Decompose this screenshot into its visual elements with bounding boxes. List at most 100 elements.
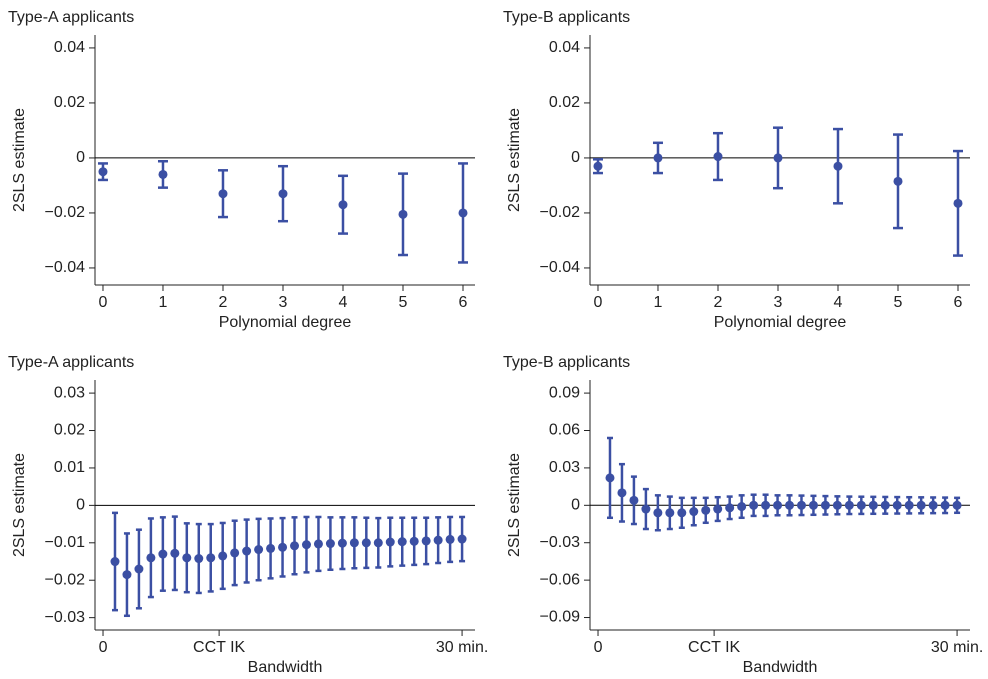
point [605, 473, 615, 483]
point [593, 161, 603, 171]
y-tick-label: −0.01 [45, 534, 86, 551]
y-tick-label: 0.02 [54, 422, 85, 439]
y-axis-label: 2SLS estimate [506, 453, 523, 557]
y-tick-label: 0.02 [549, 94, 580, 111]
point [952, 500, 962, 510]
point [373, 538, 383, 548]
point [290, 541, 300, 551]
x-tick-label: 0 [99, 639, 108, 656]
point [218, 551, 228, 561]
point [928, 500, 938, 510]
point [266, 543, 276, 553]
point [194, 554, 204, 564]
y-axis-label: 2SLS estimate [506, 108, 523, 212]
x-tick-label: CCT IK [688, 639, 740, 656]
y-tick-label: −0.02 [45, 571, 86, 588]
y-tick-label: 0.04 [54, 39, 85, 56]
panel-title: Type-A applicants [8, 9, 134, 26]
x-axis-label: Polynomial degree [714, 314, 847, 331]
point [146, 553, 156, 563]
point [653, 508, 663, 518]
point [713, 152, 723, 162]
point [134, 564, 144, 574]
y-tick-label: 0.06 [549, 422, 580, 439]
point [338, 200, 348, 210]
x-tick-label: 2 [219, 294, 228, 311]
y-tick-label: 0.03 [54, 384, 85, 401]
point [833, 161, 843, 171]
x-tick-label: 1 [654, 294, 663, 311]
y-tick-label: 0 [571, 149, 580, 166]
x-tick-label: 6 [954, 294, 963, 311]
point [749, 500, 759, 510]
x-tick-label: 1 [159, 294, 168, 311]
point [158, 169, 168, 179]
point [182, 553, 192, 563]
point [916, 500, 926, 510]
x-tick-label: 0 [99, 294, 108, 311]
point [218, 189, 228, 199]
x-tick-label: 30 min. [931, 639, 983, 656]
y-tick-label: 0 [571, 497, 580, 514]
point [893, 176, 903, 186]
y-tick-label: 0 [76, 497, 85, 514]
x-axis-label: Bandwidth [743, 659, 818, 676]
x-tick-label: 5 [894, 294, 903, 311]
point [880, 500, 890, 510]
point [665, 508, 675, 518]
y-tick-label: −0.03 [45, 609, 86, 626]
panel-title: Type-B applicants [503, 9, 630, 26]
point [689, 507, 699, 517]
x-tick-label: 0 [594, 294, 603, 311]
panel-title: Type-B applicants [503, 354, 630, 371]
x-tick-label: 2 [714, 294, 723, 311]
x-tick-label: 3 [774, 294, 783, 311]
y-tick-label: −0.06 [540, 571, 581, 588]
point [820, 500, 830, 510]
point [278, 189, 288, 199]
point [301, 540, 311, 550]
point [385, 537, 395, 547]
point [629, 495, 639, 505]
point [409, 536, 419, 546]
point [701, 505, 711, 515]
x-tick-label: 4 [834, 294, 843, 311]
panel-title: Type-A applicants [8, 354, 134, 371]
y-tick-label: 0.04 [549, 39, 580, 56]
point [170, 548, 180, 558]
point [349, 538, 359, 548]
point [242, 546, 252, 556]
point [737, 502, 747, 512]
point [230, 548, 240, 558]
y-tick-label: 0.02 [54, 94, 85, 111]
x-tick-label: CCT IK [193, 639, 245, 656]
point [653, 153, 663, 163]
point [254, 545, 264, 555]
y-tick-label: −0.03 [540, 534, 581, 551]
point [761, 500, 771, 510]
x-tick-label: 5 [399, 294, 408, 311]
point [445, 534, 455, 544]
point [892, 500, 902, 510]
point [713, 504, 723, 514]
x-tick-label: 4 [339, 294, 348, 311]
point [773, 500, 783, 510]
x-tick-label: 6 [459, 294, 468, 311]
point [808, 500, 818, 510]
point [773, 153, 783, 163]
x-tick-label: 0 [594, 639, 603, 656]
y-tick-label: 0.03 [549, 459, 580, 476]
point [457, 534, 467, 544]
y-axis-label: 2SLS estimate [11, 108, 28, 212]
point [844, 500, 854, 510]
point [617, 488, 627, 498]
y-tick-label: −0.04 [540, 259, 581, 276]
point [940, 500, 950, 510]
x-tick-label: 30 min. [436, 639, 488, 656]
point [421, 536, 431, 546]
x-tick-label: 3 [279, 294, 288, 311]
point [361, 538, 371, 548]
point [433, 535, 443, 545]
point [641, 504, 651, 514]
